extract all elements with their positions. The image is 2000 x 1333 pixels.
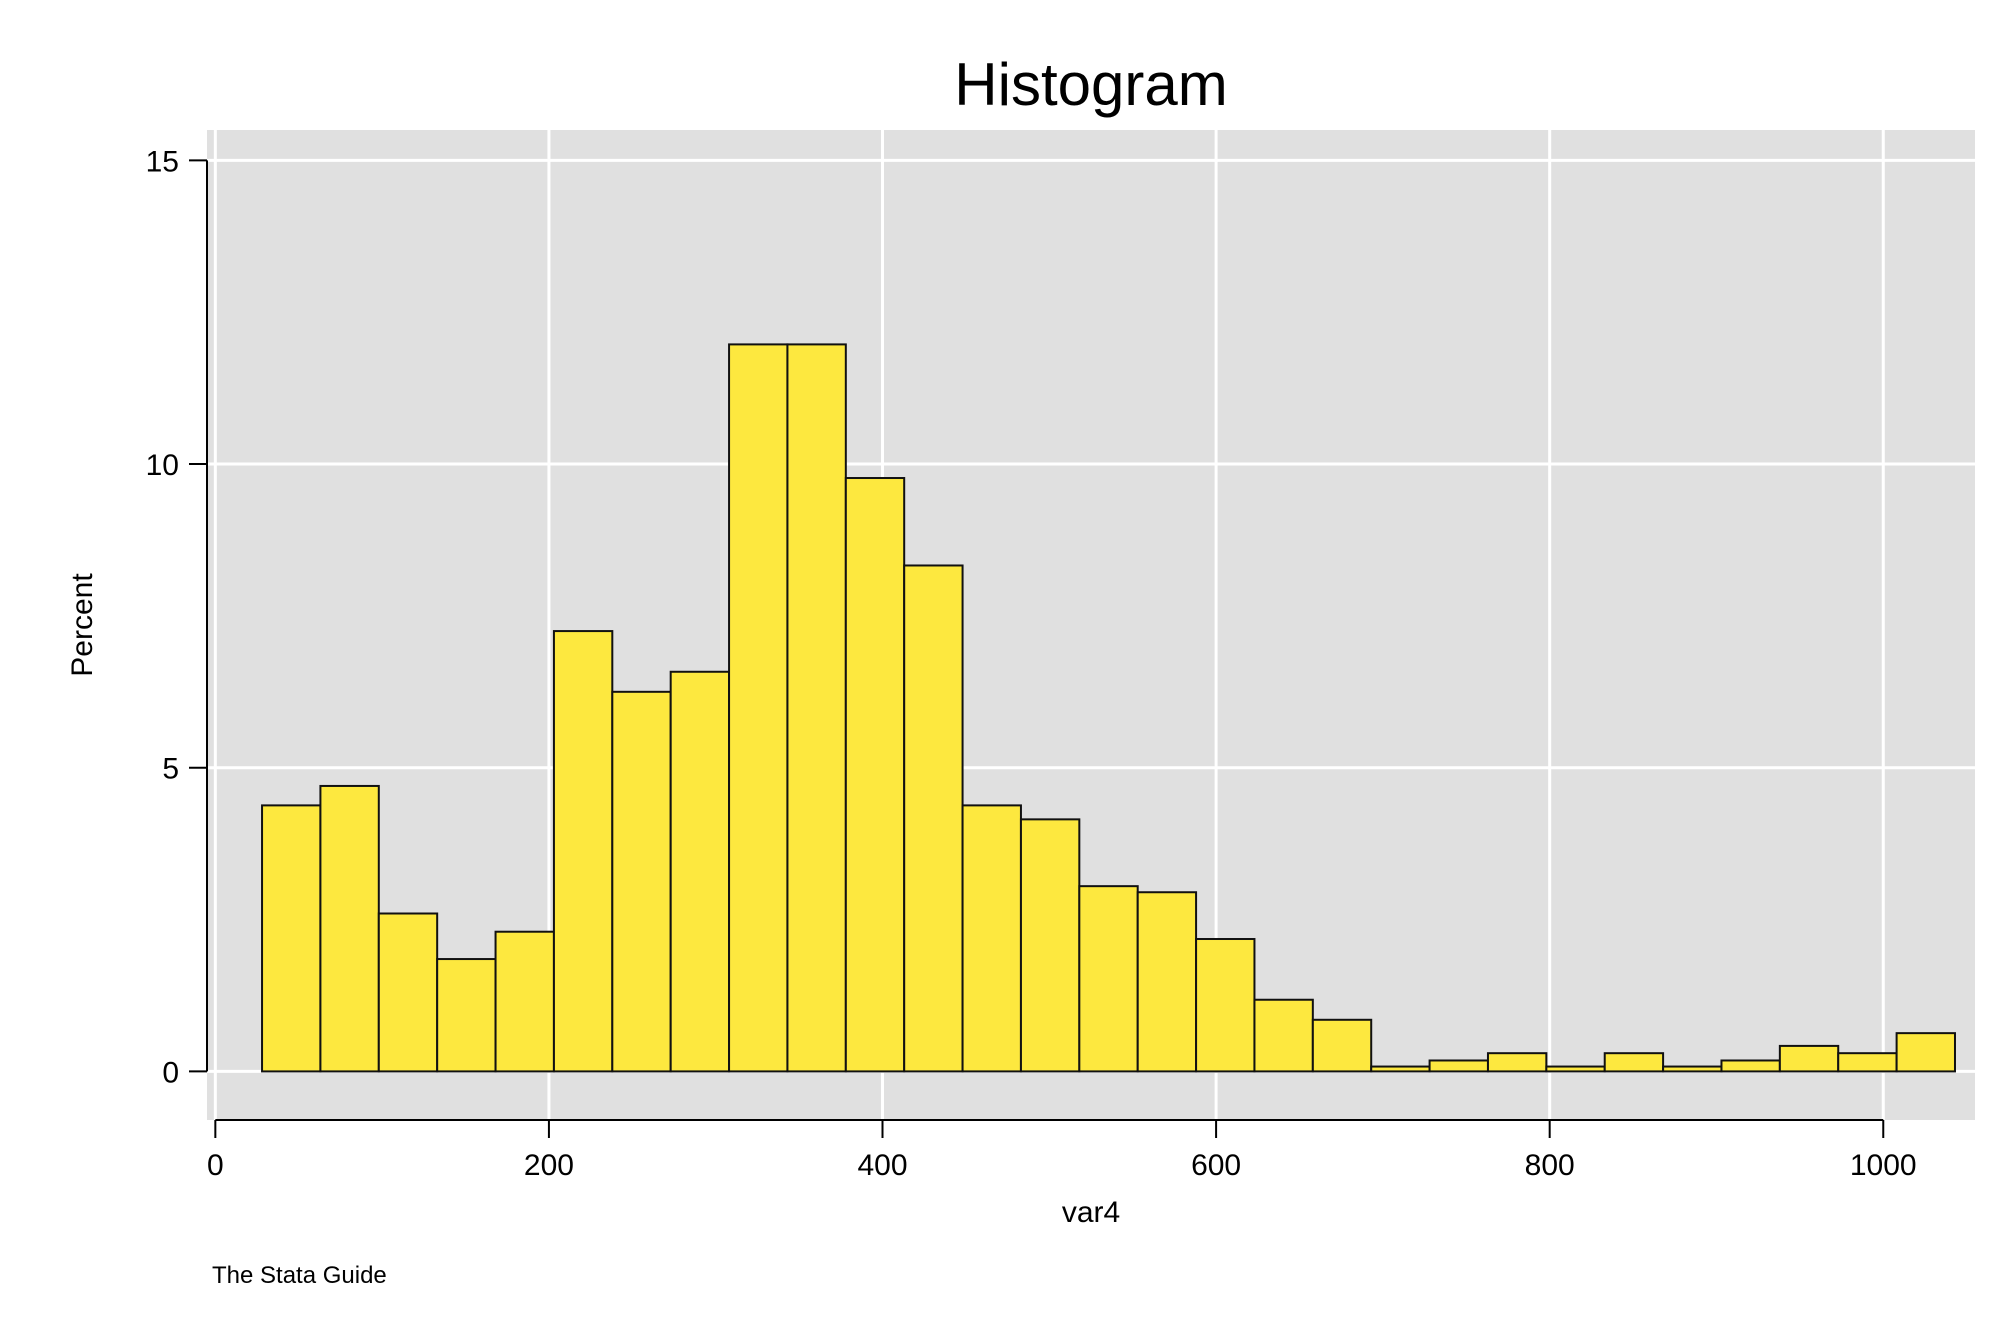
histogram-bar: [786, 343, 847, 1073]
histogram-bar: [669, 670, 731, 1073]
histogram-bar: [377, 912, 439, 1073]
histogram-bar: [903, 564, 964, 1073]
histogram-bar: [1136, 891, 1198, 1073]
histogram-bar: [494, 930, 555, 1073]
x-tick-label: 200: [524, 1149, 574, 1182]
x-tick-label: 1000: [1850, 1149, 1917, 1182]
chart-title: Histogram: [954, 51, 1227, 118]
histogram-bar: [436, 958, 497, 1073]
histogram-bar: [552, 630, 614, 1073]
histogram-bar: [1253, 998, 1314, 1073]
axes: 0 5 10 15 0 200 400 600 800 1000: [146, 145, 1917, 1182]
histogram-bar: [728, 343, 789, 1073]
x-axis-label: var4: [1062, 1196, 1120, 1229]
histogram-bar: [844, 477, 906, 1073]
x-tick-label: 0: [207, 1149, 224, 1182]
chart-note: The Stata Guide: [212, 1262, 387, 1289]
histogram-bar: [1019, 818, 1081, 1073]
x-tick-label: 600: [1191, 1149, 1241, 1182]
histogram-bar: [319, 784, 380, 1073]
histogram-bar: [1603, 1052, 1665, 1073]
histogram-bar: [1195, 938, 1256, 1073]
y-tick-label: 5: [162, 753, 179, 786]
histogram-bars: [261, 343, 1956, 1073]
histogram-bar: [1895, 1032, 1956, 1073]
y-axis-label: Percent: [66, 573, 99, 677]
histogram-bar: [1370, 1065, 1431, 1073]
histogram-bar: [1078, 885, 1139, 1073]
histogram-bar: [1662, 1065, 1723, 1073]
histogram-bar: [611, 690, 672, 1073]
histogram-bar: [1486, 1052, 1548, 1073]
y-tick-label: 10: [146, 449, 179, 482]
histogram-bar: [961, 804, 1022, 1073]
x-tick-label: 400: [857, 1149, 907, 1182]
histogram-bar: [1720, 1059, 1781, 1073]
histogram-bar: [261, 804, 322, 1073]
histogram-bar: [1778, 1044, 1840, 1073]
y-tick-label: 15: [146, 145, 179, 178]
histogram-bar: [1545, 1065, 1606, 1073]
histogram-bar: [1428, 1059, 1489, 1073]
histogram-bar: [1311, 1018, 1373, 1073]
y-tick-label: 0: [162, 1056, 179, 1089]
histogram-bar: [1837, 1052, 1898, 1073]
x-tick-label: 800: [1525, 1149, 1575, 1182]
